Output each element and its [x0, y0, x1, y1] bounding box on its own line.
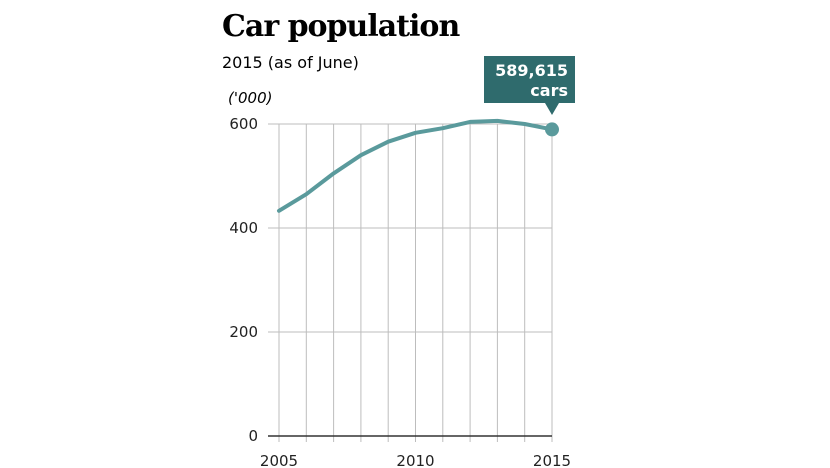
- chart-title: Car population: [222, 9, 460, 44]
- unit-label: ('000): [228, 89, 272, 107]
- gridlines: [268, 123, 553, 442]
- x-tick-label-2010: 2010: [396, 452, 434, 468]
- callout-value: 589,615: [495, 61, 568, 80]
- callout-unit: cars: [530, 81, 568, 100]
- callout-box: [484, 56, 575, 115]
- x-tick-label-2005: 2005: [260, 452, 298, 468]
- chart-subtitle: 2015 (as of June): [222, 53, 359, 72]
- end-point-marker: [545, 122, 559, 137]
- x-axis-ticks: 2005 2010 2015: [260, 452, 571, 468]
- y-tick-label-400: 400: [229, 219, 258, 237]
- x-tick-label-2015: 2015: [533, 452, 571, 468]
- y-axis-ticks: 0 200 400 600: [229, 115, 258, 445]
- y-tick-label-200: 200: [229, 323, 258, 341]
- series-line: [277, 118, 554, 213]
- y-tick-label-600: 600: [229, 115, 258, 133]
- y-tick-label-0: 0: [248, 427, 258, 445]
- value-callout: 589,615 cars: [484, 56, 575, 115]
